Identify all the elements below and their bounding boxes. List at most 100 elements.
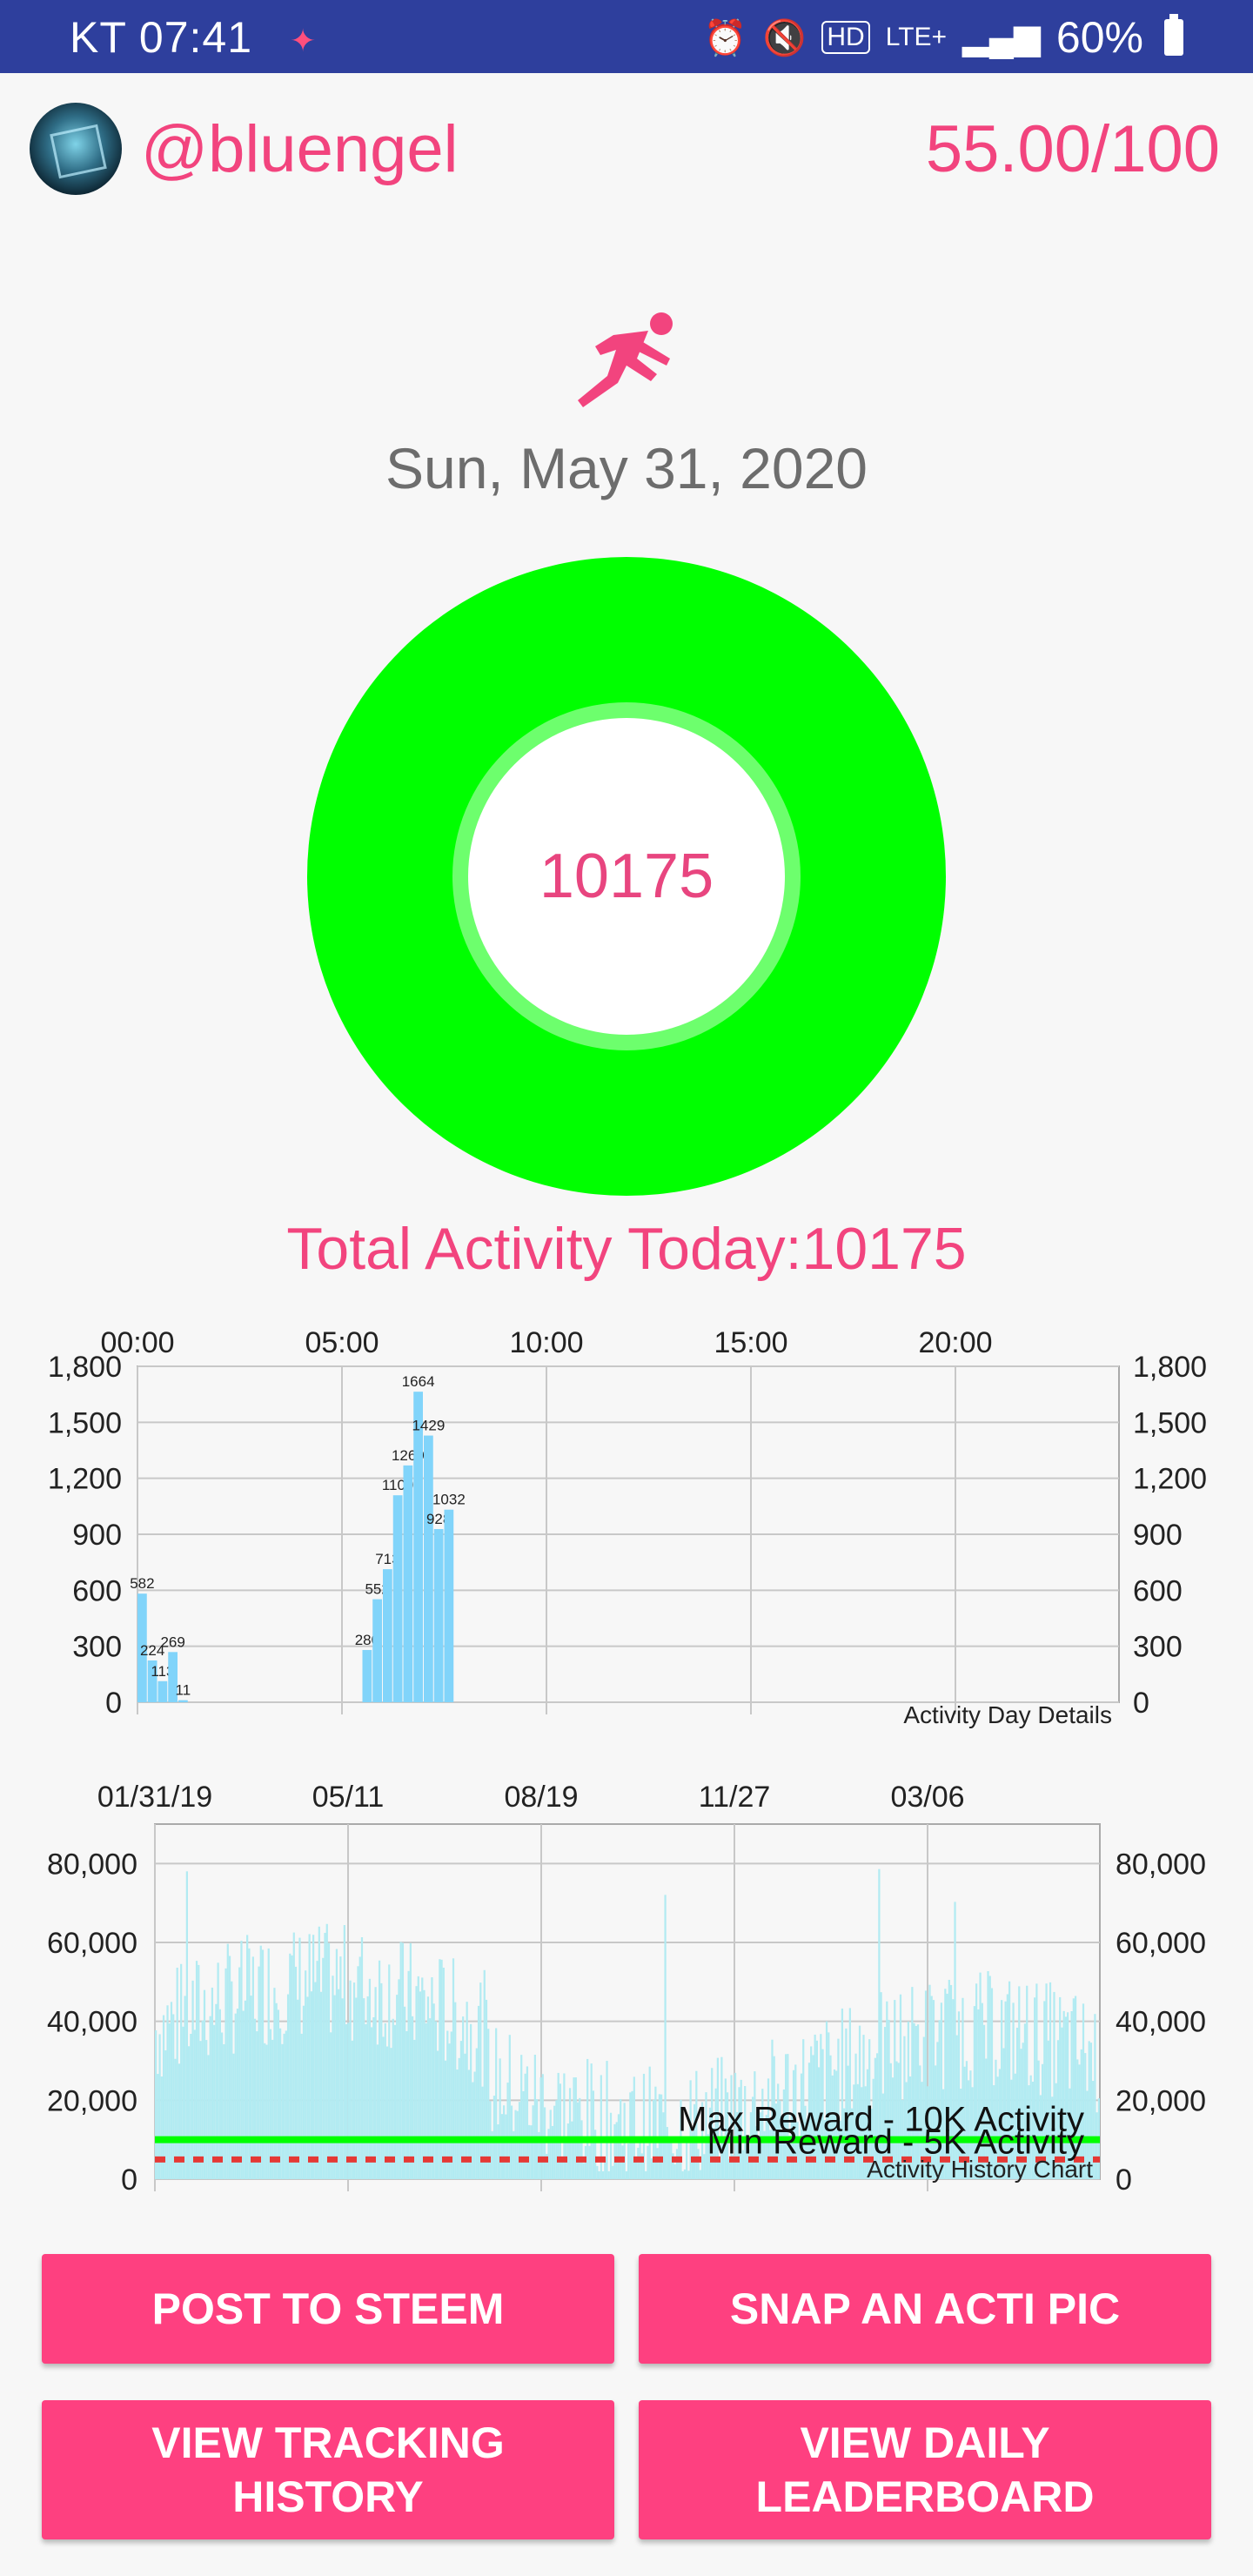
history-chart-bar	[600, 2075, 602, 2179]
history-chart-bar	[796, 2122, 799, 2179]
history-chart-bar	[944, 1989, 947, 2179]
history-chart-bar	[546, 2153, 548, 2179]
history-chart-bar	[807, 2063, 811, 2179]
history-chart-bar	[1047, 2040, 1049, 2179]
history-chart-bar	[936, 2042, 939, 2179]
history-chart-bar	[736, 2111, 739, 2179]
history-chart-bar	[582, 2163, 585, 2179]
avatar[interactable]	[30, 103, 122, 195]
history-chart-bar	[897, 2063, 900, 2179]
history-chart-bar	[456, 2070, 459, 2179]
history-chart-bar	[728, 2158, 731, 2179]
username[interactable]: @bluengel	[141, 112, 459, 186]
history-chart-bar	[792, 2070, 795, 2179]
history-chart-bar	[845, 2028, 848, 2179]
history-chart-bar	[1041, 2063, 1044, 2179]
history-chart-bar	[829, 2055, 832, 2179]
history-chart-bar	[732, 2155, 734, 2179]
history-chart-min-reward-label: Min Reward - 5K Activity	[707, 2123, 1084, 2162]
history-chart-bar	[1086, 2090, 1089, 2179]
history-chart-bar	[1034, 1997, 1036, 2179]
history-chart-bar	[1070, 2010, 1073, 2179]
history-chart-bar	[847, 2065, 849, 2179]
history-chart-bar	[878, 1868, 881, 2179]
history-chart-bar	[1006, 1994, 1008, 2179]
history-chart-bar	[454, 2002, 457, 2179]
history-chart-bar	[176, 1968, 178, 2179]
history-chart-bar	[393, 2024, 397, 2179]
history-chart-bar	[516, 2110, 519, 2179]
history-chart-bar	[491, 2130, 493, 2179]
history-chart-bar	[1092, 2081, 1095, 2179]
snap-acti-pic-button[interactable]: SNAP AN ACTI PIC	[639, 2254, 1211, 2364]
history-chart-bar	[598, 2170, 600, 2179]
day-chart-x-tick: 15:00	[714, 1326, 787, 1359]
history-chart-bar	[843, 2108, 846, 2179]
history-chart-bar	[861, 2087, 863, 2179]
history-chart-bar	[1020, 2049, 1022, 2179]
history-chart-bar	[831, 2075, 834, 2179]
history-chart-bar	[421, 1977, 424, 2179]
status-right: ⏰ 🔇 HD LTE+ ▂▄▆ 60%	[704, 12, 1183, 63]
history-chart-bar	[520, 2055, 523, 2179]
history-chart-bar	[637, 2147, 640, 2179]
day-chart-bar	[168, 1652, 178, 1702]
history-chart-bar	[185, 1871, 188, 2179]
history-chart-bar	[990, 1988, 994, 2179]
history-chart-bar	[993, 2085, 995, 2179]
history-chart-bar	[874, 2057, 877, 2179]
history-chart-bar	[351, 2040, 353, 2179]
history-chart-bar	[508, 2035, 511, 2179]
runner-icon	[578, 312, 673, 407]
activity-history-chart: 0 0 20,000 20,000 40,000 40,000 60,000 60,000 80…	[0, 1758, 1253, 2197]
history-chart-bar	[1062, 2010, 1065, 2179]
history-chart-bar	[971, 2087, 974, 2179]
history-chart-bar	[1035, 1983, 1038, 2179]
history-chart-bar	[820, 2034, 822, 2179]
history-chart-bar	[719, 2162, 721, 2179]
history-chart-bar	[1045, 1983, 1048, 2179]
day-chart-bar	[413, 1392, 423, 1702]
view-tracking-history-button[interactable]: VIEW TRACKING HISTORY	[42, 2400, 614, 2539]
history-chart-bar	[201, 2020, 204, 2179]
history-chart-bar	[940, 2002, 942, 2179]
history-chart-bar	[642, 2073, 646, 2179]
history-chart-bar	[909, 2076, 912, 2179]
history-chart-bar	[645, 2170, 647, 2179]
history-chart-y-tick-left: 60,000	[47, 1927, 137, 1960]
history-chart-bar	[647, 2145, 649, 2179]
history-chart-bar	[1012, 2002, 1015, 2179]
history-chart-bar	[203, 1989, 206, 2179]
history-chart-bar	[673, 2163, 676, 2179]
history-chart-bar	[325, 1923, 328, 2179]
history-chart-bar	[310, 1991, 312, 2179]
history-chart-bar	[506, 2083, 509, 2179]
history-chart-bar	[217, 1962, 219, 2179]
total-activity-label: Total Activity Today:10175	[286, 1216, 967, 1282]
day-chart-bar	[362, 1649, 372, 1702]
history-chart-bar	[757, 2146, 760, 2179]
history-chart-bar	[935, 2065, 937, 2179]
runner-notification-icon: ✦	[289, 22, 318, 58]
history-chart-bar	[411, 2016, 414, 2179]
history-chart-bar	[277, 2009, 280, 2179]
history-chart-bar	[401, 1942, 405, 2179]
history-chart-bar	[392, 2018, 394, 2179]
history-chart-bar	[335, 1949, 338, 2179]
day-chart-y-tick-right: 1,800	[1133, 1351, 1207, 1384]
history-chart-bar	[699, 2170, 701, 2179]
history-chart-bar	[1094, 2014, 1096, 2179]
history-chart-bar	[215, 2003, 218, 2179]
history-chart-bar	[314, 1982, 317, 2179]
history-chart-bar	[963, 2066, 966, 2179]
history-chart-bar	[267, 1948, 270, 2179]
history-chart-bar	[363, 1998, 365, 2179]
history-chart-bar	[720, 2056, 723, 2179]
ring-value: 10175	[468, 718, 785, 1035]
day-chart-x-tick: 00:00	[100, 1326, 174, 1359]
view-daily-leaderboard-button[interactable]: VIEW DAILY LEADERBOARD	[639, 2400, 1211, 2539]
battery-percent: 60%	[1055, 13, 1143, 62]
history-chart-x-tick: 05/11	[312, 1781, 385, 1814]
post-to-steem-button[interactable]: POST TO STEEM	[42, 2254, 614, 2364]
history-chart-bar	[294, 1966, 298, 2179]
